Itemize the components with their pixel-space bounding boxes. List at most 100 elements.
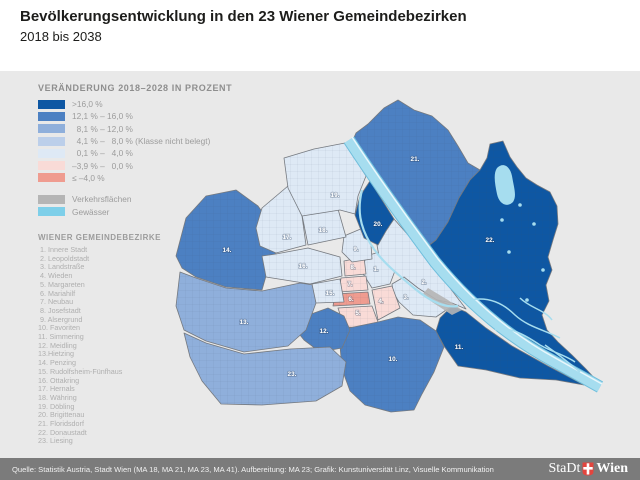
legend-swatch bbox=[38, 207, 65, 217]
district-list-item: 1. Innere Stadt bbox=[38, 245, 88, 254]
traffic-area-patch bbox=[423, 288, 462, 315]
page-subtitle: 2018 bis 2038 bbox=[20, 29, 102, 44]
pond bbox=[541, 268, 545, 272]
legend-label: >16,0 % bbox=[72, 99, 103, 110]
legend-label: ≤ –4,0 % bbox=[72, 172, 105, 183]
legend-swatch bbox=[38, 161, 65, 171]
district-label-13: 13. bbox=[240, 319, 249, 326]
legend-label: 8,1 % – 12,0 % bbox=[72, 123, 133, 134]
pond bbox=[525, 298, 529, 302]
footer-bar: Quelle: Statistik Austria, Stadt Wien (M… bbox=[0, 458, 640, 480]
legend-header: VERÄNDERUNG 2018–2028 IN PROZENT bbox=[38, 83, 233, 93]
legend-item: >16,0 % bbox=[38, 98, 232, 110]
legend-item: 12,1 % – 16,0 % bbox=[38, 110, 232, 122]
district-list-item: 3. Landstraße bbox=[38, 262, 85, 272]
district-list-item: 12. Meidling bbox=[38, 340, 77, 350]
district-label-21: 21. bbox=[411, 156, 420, 163]
district-list-item: 5. Margareten bbox=[38, 279, 85, 289]
legend-label: 12,1 % – 16,0 % bbox=[72, 111, 133, 122]
district-label-4: 4. bbox=[378, 298, 384, 305]
legend-swatch bbox=[38, 99, 65, 109]
district-label-6: 6. bbox=[348, 296, 354, 303]
legend-swatch bbox=[38, 148, 65, 158]
district-list-item: 18. Währing bbox=[38, 392, 77, 402]
stadt-wien-logo: StaDt Wien bbox=[548, 462, 628, 476]
pond bbox=[532, 222, 536, 226]
district-list-item: 16. Ottakring bbox=[38, 375, 80, 385]
legend-swatch bbox=[38, 194, 65, 204]
district-label-14: 14. bbox=[223, 247, 232, 254]
district-label-18: 18. bbox=[319, 227, 328, 234]
district-label-12: 12. bbox=[320, 328, 329, 335]
district-label-17: 17. bbox=[283, 234, 292, 241]
district-label-19: 19. bbox=[331, 192, 340, 199]
legend-swatch bbox=[38, 111, 65, 121]
alte-donau-lake bbox=[494, 165, 515, 205]
district-list-header: WIENER GEMEINDEBEZIRKE bbox=[38, 233, 162, 242]
legend-label: 0,1 % – 4,0 % bbox=[72, 148, 133, 159]
pond bbox=[500, 218, 504, 222]
district-label-20: 20. bbox=[374, 221, 383, 228]
district-label-11: 11. bbox=[455, 344, 464, 351]
lobau-stream bbox=[494, 328, 576, 363]
legend-item: 4,1 % – 8,0 % (Klasse nicht belegt) bbox=[38, 135, 232, 147]
district-list-item: 11. Simmering bbox=[38, 332, 84, 342]
legend-item: Gewässer bbox=[38, 205, 232, 217]
district-label-23: 23. bbox=[288, 371, 297, 378]
district-label-22: 22. bbox=[486, 237, 495, 244]
district-list-item: 9. Alsergrund bbox=[38, 314, 83, 324]
district-list-item: 17. Hernals bbox=[38, 384, 75, 394]
district-label-9: 9. bbox=[353, 246, 359, 253]
lobau-stream bbox=[469, 298, 561, 339]
district-label-15: 15. bbox=[326, 290, 335, 297]
legend-class-rows: >16,0 % 12,1 % – 16,0 % 8,1 % – 12,0 % 4,… bbox=[38, 98, 232, 184]
legend-other-rows: Verkehrsflächen Gewässer bbox=[38, 193, 232, 218]
district-label-2: 2. bbox=[421, 279, 427, 286]
district-list-item: 14. Penzing bbox=[38, 358, 76, 368]
district-list-item: 2. Leopoldstadt bbox=[38, 253, 90, 263]
district-list: WIENER GEMEINDEBEZIRKE 1. Innere Stadt 2… bbox=[38, 233, 161, 446]
legend-swatch bbox=[38, 136, 65, 146]
street-texture bbox=[176, 100, 598, 412]
district-labels: 1. 2. 3. 4. 5.6. 7. 8. 9. 10. 11. 12. 13. 14. 15. 16. 1… bbox=[222, 155, 496, 378]
district-list-item: 15. Rudolfsheim-Fünfhaus bbox=[38, 366, 123, 376]
district-label-8: 8. bbox=[350, 264, 356, 271]
district-list-item: 21. Floridsdorf bbox=[38, 419, 84, 429]
legend-item: ≤ –4,0 % bbox=[38, 172, 232, 184]
water-features bbox=[343, 136, 604, 393]
district-list-item: 13.Hietzing bbox=[38, 349, 74, 359]
legend-item: –3,9 % – 0,0 % bbox=[38, 159, 232, 171]
danube-island bbox=[351, 136, 603, 385]
district-label-7: 7. bbox=[347, 281, 353, 288]
district-label-3: 3. bbox=[403, 294, 409, 301]
danube-canal bbox=[358, 189, 459, 308]
district-list-item: 6. Mariahilf bbox=[38, 288, 76, 298]
pond bbox=[507, 250, 511, 254]
danube-river bbox=[344, 137, 603, 392]
district-label-1: 1. bbox=[373, 266, 379, 273]
district-label-5: 5. bbox=[355, 310, 361, 317]
legend-label: 4,1 % – 8,0 % (Klasse nicht belegt) bbox=[72, 136, 211, 147]
district-list-item: 19. Döbling bbox=[38, 401, 75, 411]
district-list-item: 7. Neubau bbox=[38, 297, 74, 307]
legend: VERÄNDERUNG 2018–2028 IN PROZENT >16,0 %… bbox=[38, 83, 232, 218]
district-list-item: 10. Favoriten bbox=[38, 323, 80, 333]
legend-swatch bbox=[38, 173, 65, 183]
traffic-areas bbox=[423, 288, 462, 315]
district-list-item: 23. Liesing bbox=[38, 436, 73, 446]
district-list-item: 8. Josefstadt bbox=[38, 305, 81, 315]
legend-label: Verkehrsflächen bbox=[72, 194, 132, 205]
pond bbox=[518, 203, 522, 207]
legend-label: –3,9 % – 0,0 % bbox=[72, 160, 133, 171]
district-list-item: 22. Donaustadt bbox=[38, 427, 87, 437]
legend-item: 8,1 % – 12,0 % bbox=[38, 123, 232, 135]
district-list-item: 20. Brigittenau bbox=[38, 410, 85, 420]
district-label-10: 10. bbox=[389, 356, 398, 363]
legend-swatch bbox=[38, 124, 65, 134]
vienna-shield-icon bbox=[582, 462, 594, 476]
legend-item: 0,1 % – 4,0 % bbox=[38, 147, 232, 159]
district-list-items: 1. Innere Stadt 2. Leopoldstadt 3. Lands… bbox=[38, 245, 161, 446]
lobau-stream bbox=[544, 344, 581, 373]
lobau-stream bbox=[519, 297, 553, 321]
